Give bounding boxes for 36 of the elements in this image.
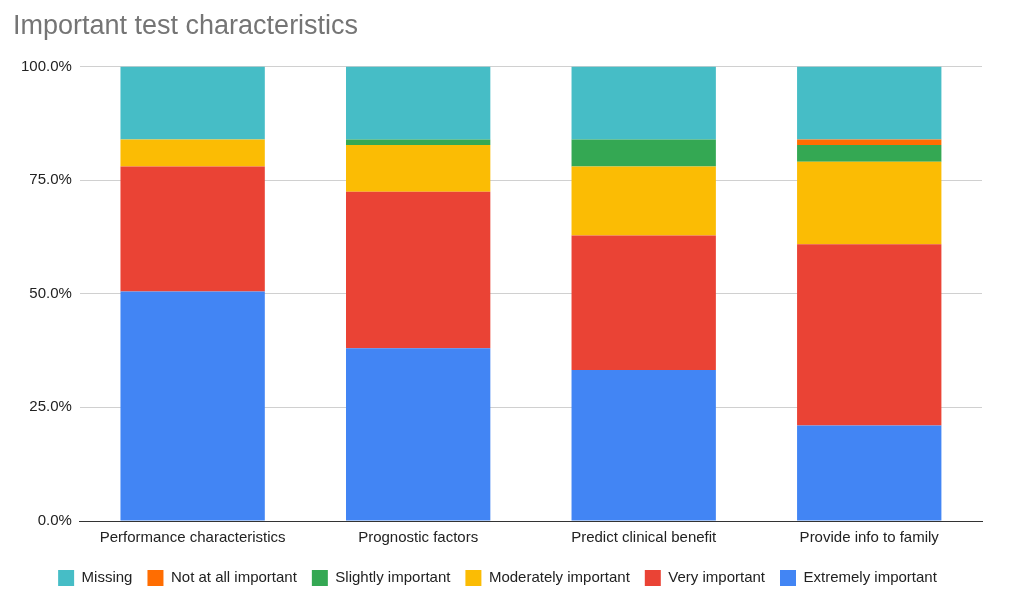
bar [797,66,942,140]
x-tick-label: Predict clinical benefit [571,528,718,546]
bar [346,191,491,349]
bar [346,139,491,146]
bar [571,166,716,236]
bar [120,66,265,140]
y-tick-label: 50.0% [29,283,72,301]
legend-label: Not at all important [170,568,298,586]
legend-label: Very important [668,568,766,586]
legend-label: Moderately important [488,568,631,586]
bar [797,139,942,146]
bar [571,66,716,140]
y-tick-label: 100.0% [21,56,72,74]
legend-label: Extremely important [803,568,938,586]
bar [346,145,491,192]
bar [571,235,716,371]
bar [797,425,942,521]
y-tick-label: 75.0% [29,170,72,188]
bar [346,66,491,140]
bar [571,139,716,167]
bar [120,291,265,521]
x-tick-label: Prognostic factors [358,528,479,546]
y-tick-label: 0.0% [37,511,72,529]
bar [571,370,716,521]
chart-title: Important test characteristics [13,9,359,40]
y-tick-label: 25.0% [29,397,72,415]
bar [797,244,942,426]
bar [120,166,265,292]
x-tick-label: Provide info to family [799,528,940,546]
legend-label: Missing [81,568,133,586]
x-tick-label: Performance characteristics [99,528,286,546]
bar [797,161,942,245]
bar [346,348,491,521]
legend-label: Slightly important [335,568,452,586]
bar [120,139,265,167]
bar [797,145,942,162]
